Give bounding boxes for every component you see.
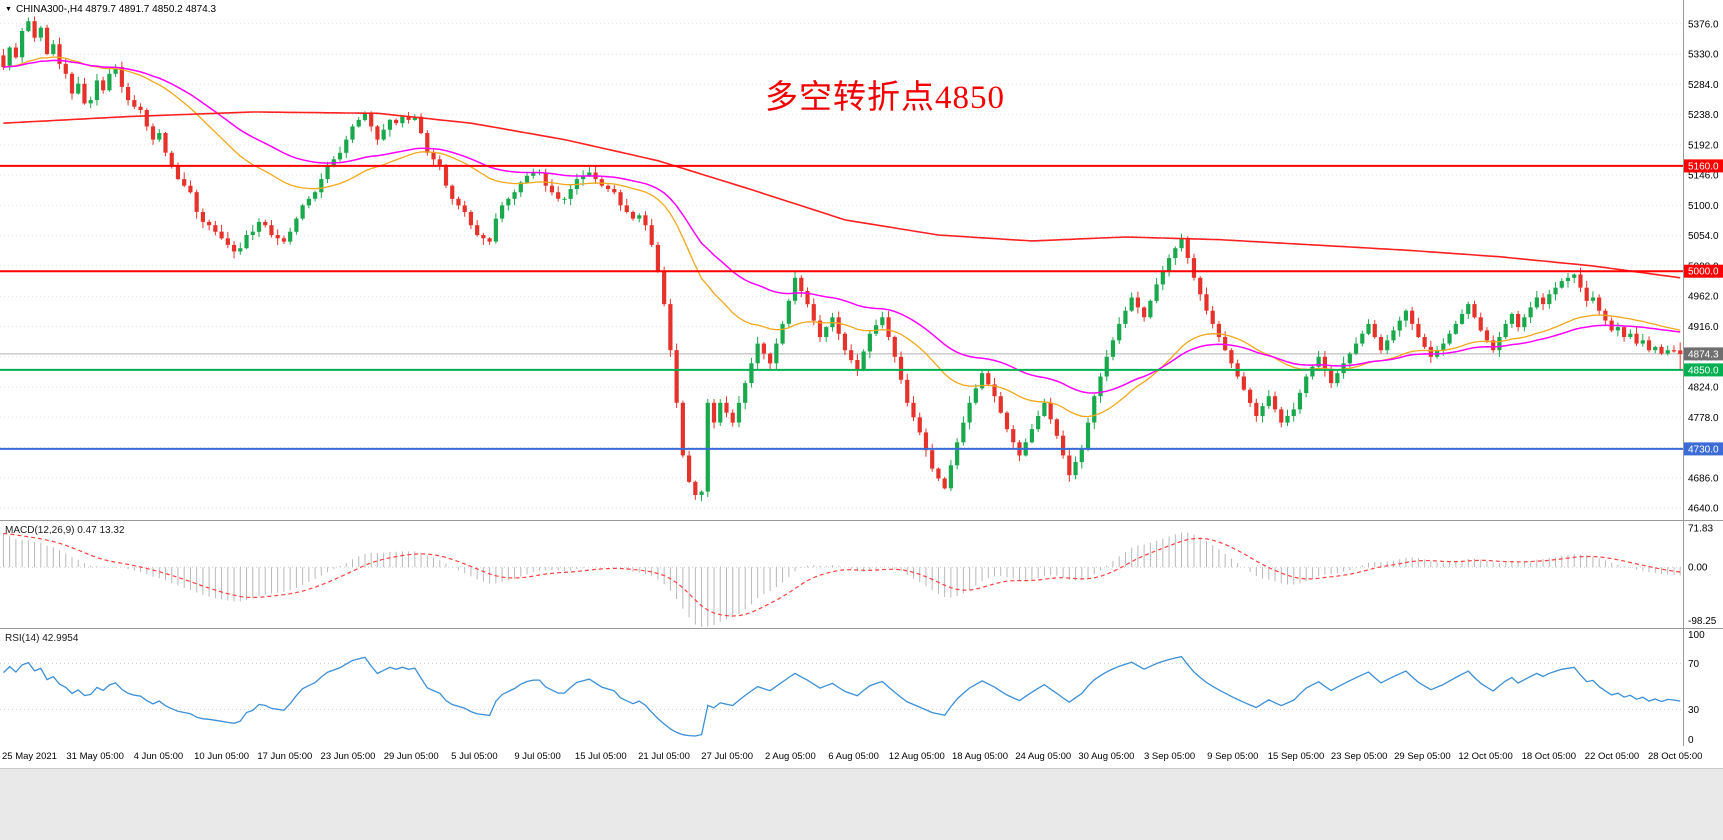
rsi-tick-label: 0 — [1688, 735, 1694, 746]
time-axis-label: 9 Sep 05:00 — [1207, 751, 1259, 762]
price-tick-label: 4824.0 — [1688, 383, 1719, 394]
macd-tick-label: -98.25 — [1688, 616, 1717, 627]
price-tick-label: 5100.0 — [1688, 201, 1719, 212]
rsi-panel-canvas[interactable]: 100 70 30 0 — [0, 628, 1723, 746]
price-tick-label: 5376.0 — [1688, 19, 1719, 30]
price-level-label-bg — [1684, 264, 1723, 278]
macd-indicator-label: MACD(12,26,9) 0.47 13.32 — [5, 525, 125, 536]
time-axis-label: 6 Aug 05:00 — [828, 751, 879, 762]
collapse-triangle-icon[interactable]: ▼ — [5, 6, 12, 13]
macd-tick-label: 0.00 — [1688, 563, 1708, 574]
price-tick-label: 4916.0 — [1688, 322, 1719, 333]
time-axis-label: 31 May 05:00 — [66, 751, 124, 762]
current-price-label: 4874.3 — [1688, 349, 1719, 360]
rsi-indicator-label: RSI(14) 42.9954 — [5, 633, 79, 644]
symbol-quote-text: CHINA300-,H4 4879.7 4891.7 4850.2 4874.3 — [15, 4, 217, 15]
time-axis-label: 4 Jun 05:00 — [133, 751, 184, 762]
ma-slow-line — [3, 111, 1681, 279]
price-level-label: 5000.0 — [1688, 267, 1719, 278]
price-tick-label: 5330.0 — [1688, 50, 1719, 61]
bottom-strip — [0, 768, 1723, 840]
macd-panel-canvas[interactable]: 71.83 0.00 -98.25 — [0, 520, 1723, 628]
price-tick-label: 4778.0 — [1688, 413, 1719, 424]
price-level-label: 4730.0 — [1688, 444, 1719, 455]
time-axis-label: 15 Sep 05:00 — [1267, 751, 1325, 762]
time-axis-label: 21 Jul 05:00 — [638, 751, 690, 762]
ma-mid-line — [3, 59, 1681, 394]
rsi-tick-label: 100 — [1688, 630, 1705, 641]
time-axis-label: 24 Aug 05:00 — [1015, 751, 1072, 762]
macd-histogram — [2, 532, 1681, 627]
time-axis-label: 18 Oct 05:00 — [1521, 751, 1576, 762]
price-tick-label: 4686.0 — [1688, 473, 1719, 484]
time-axis-label: 2 Aug 05:00 — [765, 751, 816, 762]
time-axis-label: 15 Jul 05:00 — [574, 751, 627, 762]
time-axis-label: 27 Jul 05:00 — [701, 751, 754, 762]
rsi-line — [2, 655, 1681, 737]
price-tick-label: 5238.0 — [1688, 110, 1719, 121]
rsi-tick-label: 30 — [1688, 705, 1700, 716]
time-axis[interactable]: 25 May 2021 31 May 05:00 4 Jun 05:00 10 Jun… — [0, 746, 1723, 768]
time-axis-label: 5 Jul 05:00 — [451, 751, 498, 762]
time-axis-label: 22 Oct 05:00 — [1584, 751, 1640, 762]
price-chart-canvas[interactable]: 5376.0 5330.0 5284.0 5238.0 5192.0 5146.0 5100… — [0, 0, 1723, 520]
time-axis-label: 12 Oct 05:00 — [1458, 751, 1513, 762]
time-axis-label: 18 Aug 05:00 — [952, 751, 1008, 762]
candles-layer — [1, 16, 1683, 502]
time-axis-label: 12 Aug 05:00 — [888, 751, 945, 762]
price-tick-label: 5054.0 — [1688, 231, 1719, 242]
price-level-label: 4850.0 — [1688, 365, 1719, 376]
macd-tick-label: 71.83 — [1688, 524, 1713, 535]
time-axis-label: 28 Oct 05:00 — [1647, 751, 1703, 762]
time-axis-label: 29 Sep 05:00 — [1394, 751, 1451, 762]
time-axis-label: 23 Sep 05:00 — [1330, 751, 1388, 762]
macd-signal-line — [3, 532, 1681, 617]
price-tick-label: 5284.0 — [1688, 80, 1719, 91]
price-tick-label: 4962.0 — [1688, 292, 1719, 303]
time-axis-label: 17 Jun 05:00 — [257, 751, 313, 762]
chart-symbol-header: ▼ CHINA300-,H4 4879.7 4891.7 4850.2 4874… — [5, 4, 216, 15]
rsi-tick-label: 70 — [1688, 659, 1700, 670]
current-price-label-bg — [1684, 347, 1723, 361]
price-level-label: 5160.0 — [1688, 161, 1719, 172]
price-tick-label: 5146.0 — [1688, 171, 1719, 182]
price-level-label-bg — [1684, 442, 1723, 456]
time-axis-label: 23 Jun 05:00 — [320, 751, 376, 762]
time-axis-label: 29 Jun 05:00 — [383, 751, 439, 762]
time-axis-label: 9 Jul 05:00 — [514, 751, 561, 762]
time-axis-label: 30 Aug 05:00 — [1078, 751, 1135, 762]
chart-annotation-text[interactable]: 多空转折点4850 — [765, 80, 1005, 116]
time-axis-label: 25 May 2021 — [2, 751, 57, 762]
time-axis-label: 3 Sep 05:00 — [1143, 751, 1196, 762]
time-axis-label: 10 Jun 05:00 — [194, 751, 250, 762]
price-level-label-bg — [1684, 159, 1723, 173]
price-tick-label: 4640.0 — [1688, 504, 1719, 515]
price-level-label-bg — [1684, 363, 1723, 377]
ma-fast-line — [3, 56, 1681, 418]
price-tick-label: 5192.0 — [1688, 140, 1719, 151]
